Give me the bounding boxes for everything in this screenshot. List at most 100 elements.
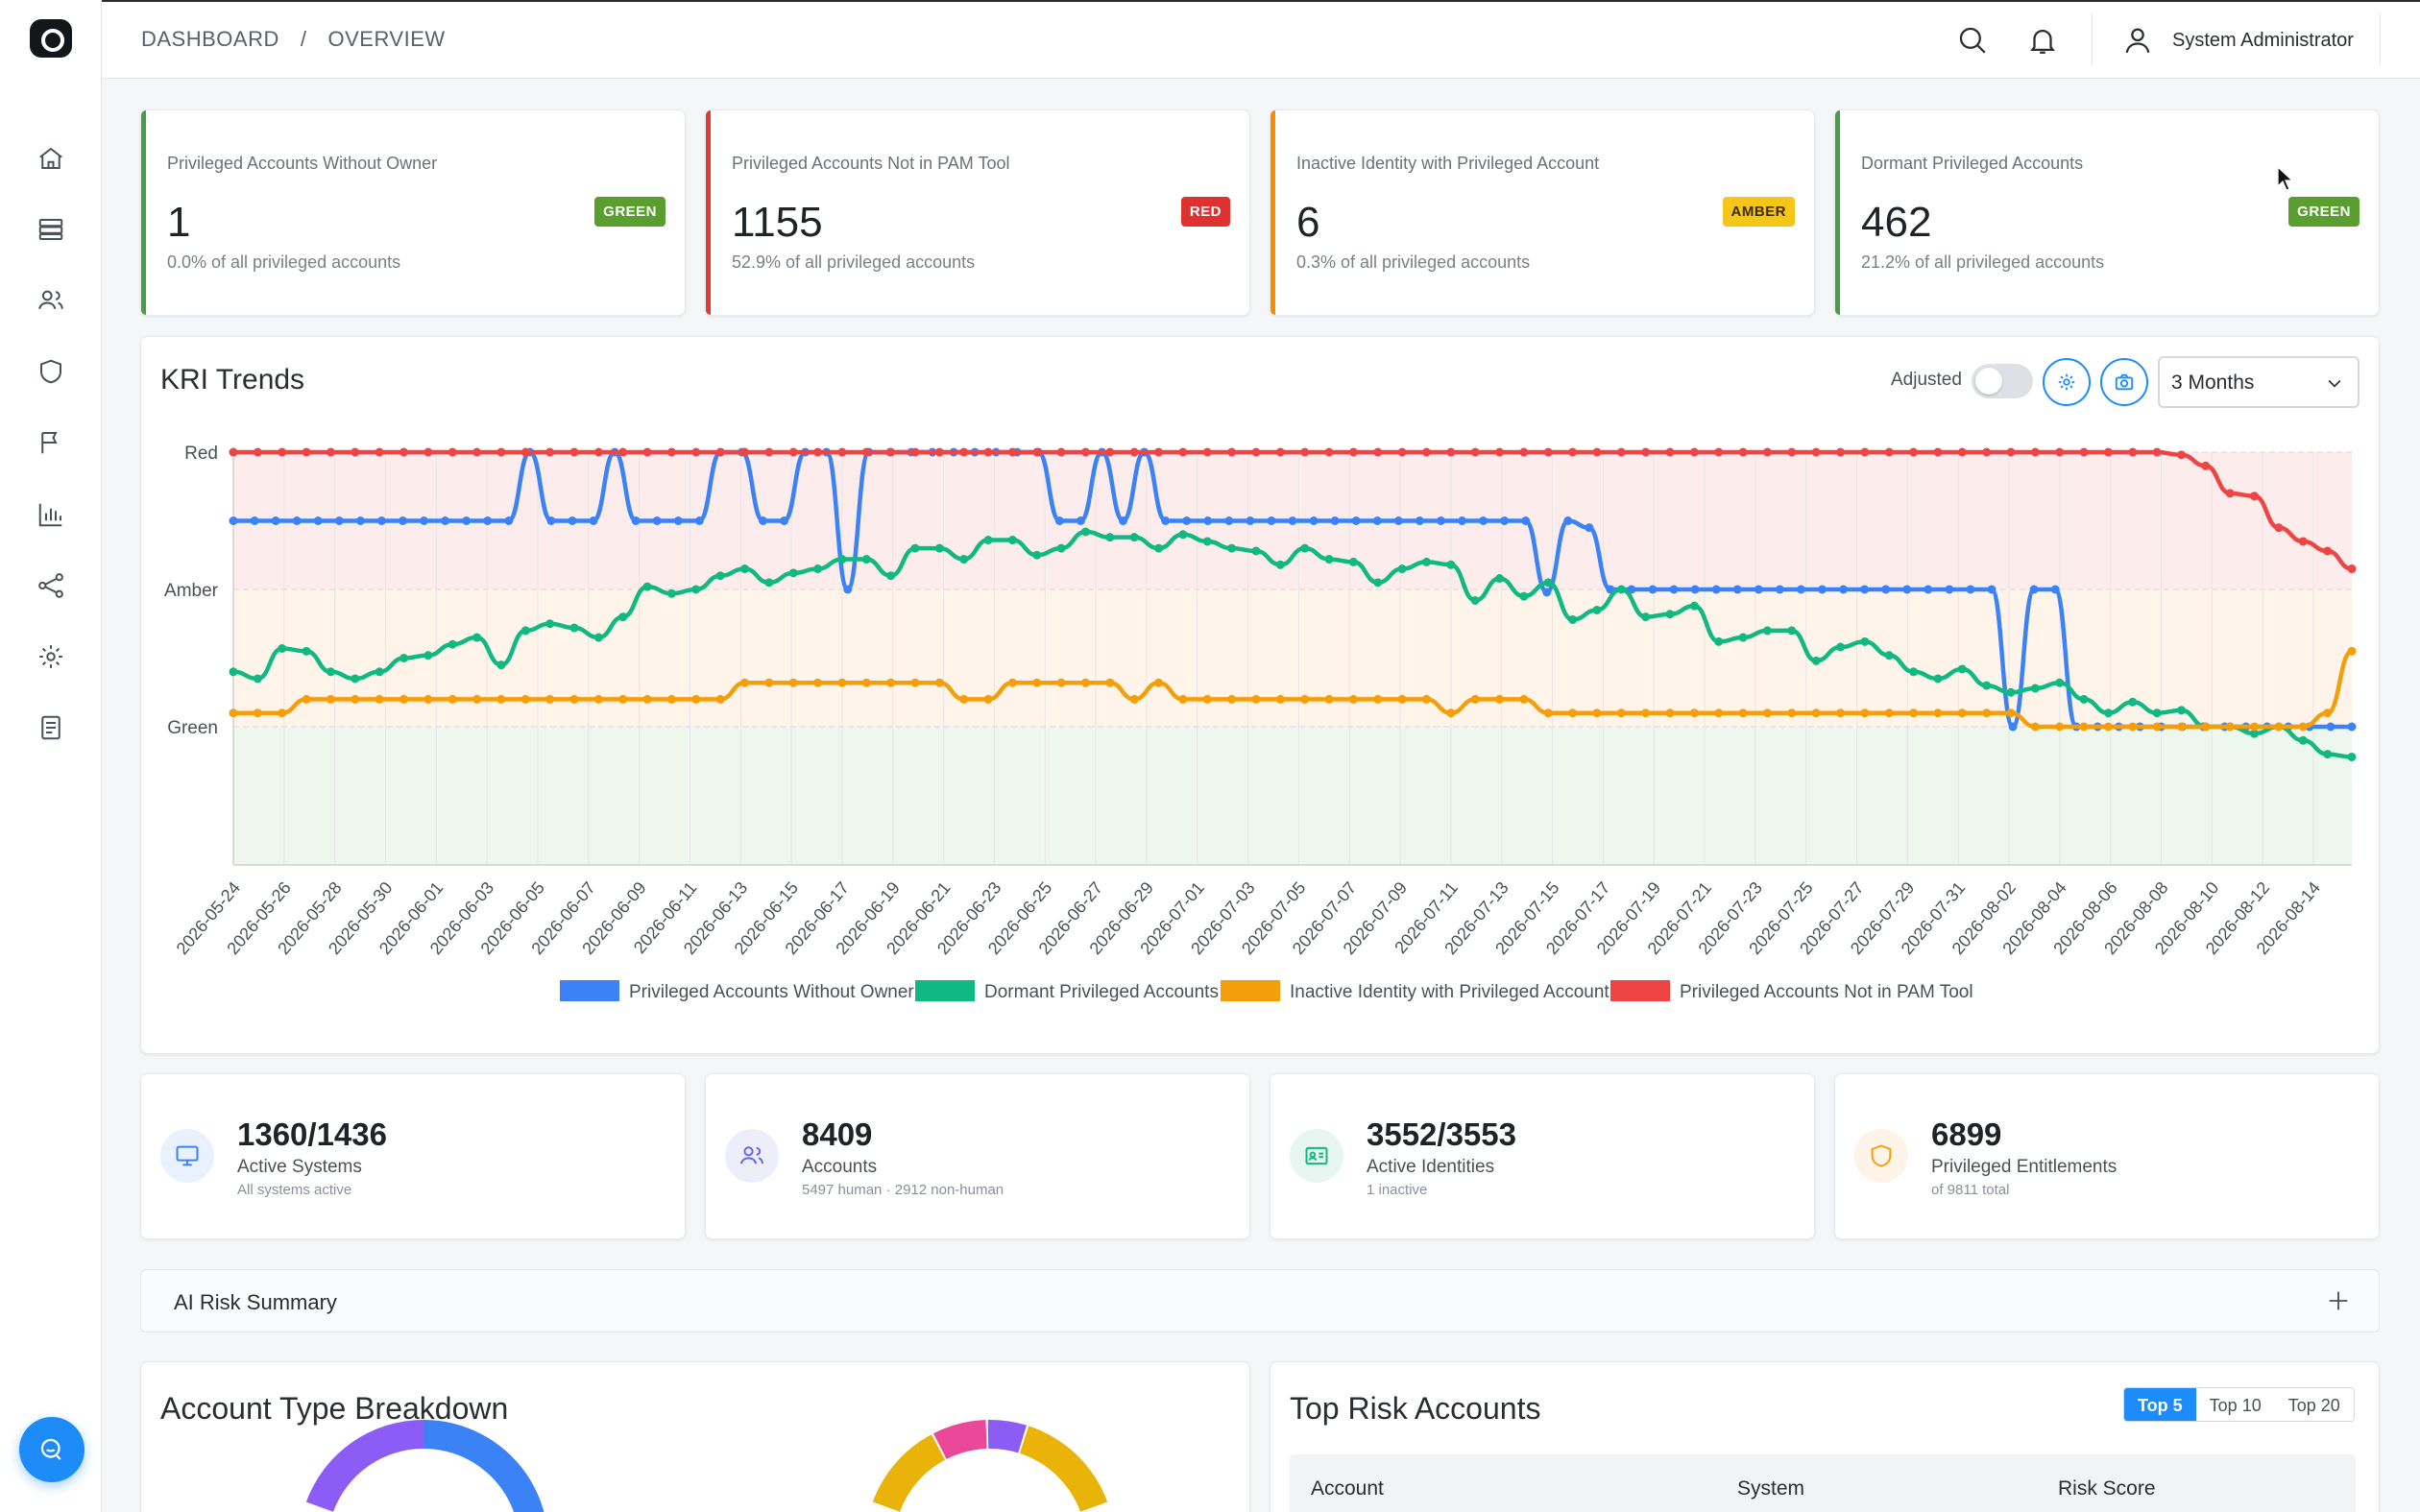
data-point[interactable] (1762, 708, 1772, 718)
data-point[interactable] (376, 516, 386, 525)
data-point[interactable] (1446, 560, 1456, 569)
data-point[interactable] (520, 626, 530, 636)
data-point[interactable] (2225, 489, 2235, 498)
data-point[interactable] (1542, 588, 1552, 597)
systems-icon[interactable] (32, 210, 70, 249)
data-point[interactable] (631, 516, 641, 525)
data-point[interactable] (229, 447, 238, 457)
data-point[interactable] (1119, 516, 1128, 525)
legend-label[interactable]: Privileged Accounts Not in PAM Tool (1680, 982, 1973, 1002)
data-point[interactable] (1714, 708, 1724, 718)
data-point[interactable] (1397, 694, 1407, 704)
data-point[interactable] (1957, 664, 1967, 674)
data-point[interactable] (520, 694, 530, 704)
data-point[interactable] (2030, 722, 2040, 732)
data-point[interactable] (1105, 678, 1115, 687)
data-point[interactable] (1665, 447, 1675, 457)
data-point[interactable] (1288, 516, 1297, 525)
legend-swatch[interactable] (1610, 980, 1670, 1001)
data-point[interactable] (2201, 722, 2211, 732)
data-point[interactable] (302, 646, 311, 656)
data-point[interactable] (1836, 447, 1846, 457)
data-point[interactable] (1933, 708, 1943, 718)
shield-icon[interactable] (32, 352, 70, 391)
data-point[interactable] (2128, 722, 2138, 732)
data-point[interactable] (886, 571, 896, 581)
data-point[interactable] (462, 516, 472, 525)
data-point[interactable] (1933, 447, 1943, 457)
data-point[interactable] (1641, 447, 1651, 457)
data-point[interactable] (1457, 516, 1466, 525)
data-point[interactable] (1909, 447, 1919, 457)
data-point[interactable] (520, 447, 530, 457)
data-point[interactable] (351, 447, 360, 457)
data-point[interactable] (1373, 578, 1383, 588)
data-point[interactable] (278, 447, 287, 457)
data-point[interactable] (1738, 633, 1748, 642)
chart-settings-button[interactable] (2043, 358, 2091, 406)
data-point[interactable] (691, 447, 701, 457)
data-point[interactable] (1202, 537, 1212, 546)
data-point[interactable] (1732, 585, 1742, 594)
data-point[interactable] (2250, 492, 2260, 501)
data-point[interactable] (739, 678, 749, 687)
data-point[interactable] (1080, 678, 1090, 687)
data-point[interactable] (1957, 708, 1967, 718)
data-point[interactable] (652, 516, 662, 525)
data-point[interactable] (1836, 708, 1846, 718)
data-point[interactable] (1957, 447, 1967, 457)
data-point[interactable] (1836, 642, 1846, 652)
data-point[interactable] (2152, 447, 2162, 457)
data-point[interactable] (1738, 708, 1748, 718)
data-point[interactable] (1178, 694, 1188, 704)
data-point[interactable] (2079, 694, 2089, 704)
data-point[interactable] (1982, 708, 1992, 718)
data-point[interactable] (1227, 543, 1237, 553)
data-point[interactable] (1105, 533, 1115, 542)
data-point[interactable] (2177, 706, 2187, 715)
kpi-card-without-owner[interactable]: Privileged Accounts Without Owner 1 0.0%… (140, 109, 686, 316)
data-point[interactable] (666, 588, 676, 598)
data-point[interactable] (1397, 564, 1407, 574)
data-point[interactable] (837, 678, 847, 687)
user-avatar-icon[interactable] (2118, 21, 2157, 60)
data-point[interactable] (2274, 523, 2284, 533)
data-point[interactable] (780, 516, 789, 525)
data-point[interactable] (1543, 708, 1553, 718)
data-point[interactable] (739, 564, 749, 574)
tab-top-20[interactable]: Top 20 (2274, 1388, 2354, 1421)
data-point[interactable] (496, 694, 506, 704)
series-line[interactable] (232, 529, 2353, 759)
data-point[interactable] (1519, 694, 1529, 704)
data-point[interactable] (1007, 447, 1017, 457)
data-point[interactable] (568, 516, 577, 525)
data-point[interactable] (1909, 667, 1919, 677)
data-point[interactable] (739, 447, 749, 457)
data-point[interactable] (2006, 708, 2016, 718)
chart-snapshot-button[interactable] (2100, 358, 2148, 406)
data-point[interactable] (2274, 722, 2284, 732)
data-point[interactable] (1470, 595, 1480, 605)
data-point[interactable] (666, 694, 676, 704)
data-point[interactable] (326, 447, 335, 457)
data-point[interactable] (1415, 516, 1424, 525)
data-point[interactable] (1839, 585, 1849, 594)
data-point[interactable] (1300, 447, 1310, 457)
data-point[interactable] (1811, 447, 1821, 457)
data-point[interactable] (1884, 447, 1894, 457)
data-point[interactable] (1421, 557, 1431, 566)
data-point[interactable] (910, 678, 920, 687)
data-point[interactable] (441, 516, 450, 525)
data-point[interactable] (351, 694, 360, 704)
data-point[interactable] (837, 447, 847, 457)
data-point[interactable] (1372, 516, 1382, 525)
column-header-risk-score[interactable]: Risk Score (2058, 1477, 2156, 1500)
data-point[interactable] (569, 623, 579, 633)
data-point[interactable] (2250, 722, 2260, 732)
data-point[interactable] (1251, 694, 1261, 704)
legend-swatch[interactable] (560, 980, 619, 1001)
data-point[interactable] (1348, 557, 1358, 566)
data-point[interactable] (1860, 447, 1870, 457)
data-point[interactable] (229, 708, 238, 718)
data-point[interactable] (1324, 555, 1334, 564)
